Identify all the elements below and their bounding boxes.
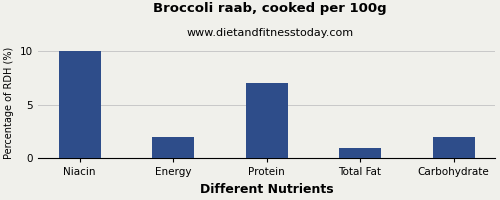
Text: www.dietandfitnesstoday.com: www.dietandfitnesstoday.com (186, 28, 354, 38)
Y-axis label: Percentage of RDH (%): Percentage of RDH (%) (4, 47, 14, 159)
Bar (432, 137, 474, 158)
Bar (152, 137, 194, 158)
Bar (339, 148, 381, 158)
X-axis label: Different Nutrients: Different Nutrients (200, 183, 334, 196)
Bar (246, 83, 288, 158)
Text: Broccoli raab, cooked per 100g: Broccoli raab, cooked per 100g (153, 2, 387, 15)
Bar (58, 51, 100, 158)
